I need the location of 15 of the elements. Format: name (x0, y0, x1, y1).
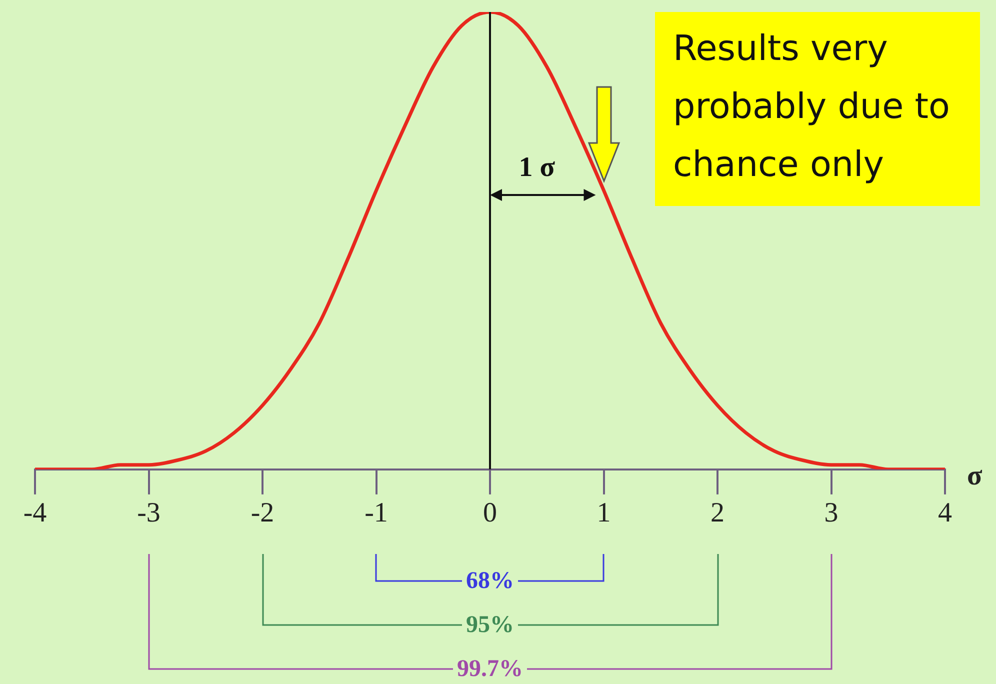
text: 95% (462, 612, 518, 638)
annotation: 1 σ (518, 152, 556, 184)
text: 68% (462, 568, 518, 594)
text: 99.7% (453, 656, 527, 682)
x-tick-label: -3 (137, 498, 160, 529)
x-tick-label: -2 (250, 498, 274, 529)
x-tick-label: 4 (938, 498, 952, 529)
annotation: Results very probably due to chance only (655, 12, 980, 206)
x-tick-label: 0 (483, 498, 497, 529)
x-tick-label: -4 (23, 498, 47, 529)
x-tick-label: 2 (710, 498, 724, 529)
x-tick-label: 3 (824, 498, 838, 529)
x-tick-label: -1 (364, 498, 388, 529)
x-axis-title: σ (967, 460, 983, 492)
x-tick-label: 1 (596, 498, 611, 529)
